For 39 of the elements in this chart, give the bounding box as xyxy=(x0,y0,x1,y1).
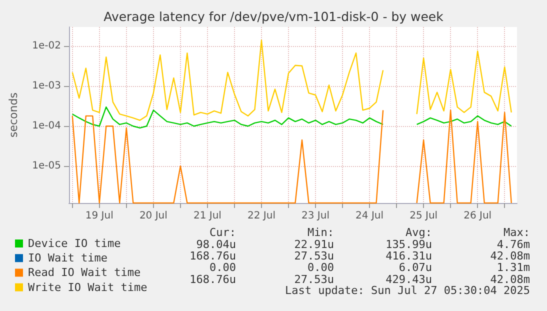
y-tick-label: 1e-04 xyxy=(32,120,61,132)
text: 1.31m xyxy=(496,261,530,274)
text: 0.00 xyxy=(308,261,334,274)
text: Max: xyxy=(504,226,530,239)
legend-label: Device IO time xyxy=(28,237,121,250)
text: 429.43u xyxy=(386,272,432,286)
x-tick-label: 22 Jul xyxy=(248,210,276,222)
text: 42.08m xyxy=(490,272,530,286)
text: 135.99u xyxy=(386,238,432,251)
legend-label: Read IO Wait time xyxy=(28,266,141,280)
text: 98.04u xyxy=(196,238,236,251)
x-tick-label: 25 Jul xyxy=(410,210,438,222)
y-tick-label: 1e-05 xyxy=(32,160,61,172)
text: 27.53u xyxy=(294,250,334,263)
text: Min: xyxy=(308,226,334,239)
text: 4.76m xyxy=(496,238,530,251)
text: 42.08m xyxy=(490,250,530,263)
x-tick-label: 19 Jul xyxy=(85,210,114,222)
text: Cur: xyxy=(210,226,236,239)
legend-label: IO Wait time xyxy=(28,252,108,265)
x-tick-label: 21 Jul xyxy=(193,210,222,222)
text: 168.76u xyxy=(190,250,236,263)
y-tick-label: 1e-03 xyxy=(32,80,61,92)
x-tick-label: 23 Jul xyxy=(302,210,330,222)
text: 22.91u xyxy=(294,238,334,251)
text: 168.76u xyxy=(190,272,236,286)
x-tick-label: 26 Jul xyxy=(464,210,492,222)
text: 416.31u xyxy=(386,250,432,263)
x-tick-label: 24 Jul xyxy=(356,210,384,222)
legend-label: Write IO Wait time xyxy=(28,280,148,294)
text: Last update: Sun Jul 27 05:30:04 2025 xyxy=(284,284,530,297)
text: 0.00 xyxy=(210,261,236,274)
y-axis-title: seconds xyxy=(7,92,20,138)
text: 6.07u xyxy=(398,261,432,274)
text: Avg: xyxy=(406,226,432,239)
chart-title: Average latency for /dev/pve/vm-101-disk-0 - by week xyxy=(104,9,444,24)
text: 27.53u xyxy=(294,272,334,286)
y-tick-label: 1e-02 xyxy=(32,40,61,52)
x-tick-label: 20 Jul xyxy=(139,210,168,222)
